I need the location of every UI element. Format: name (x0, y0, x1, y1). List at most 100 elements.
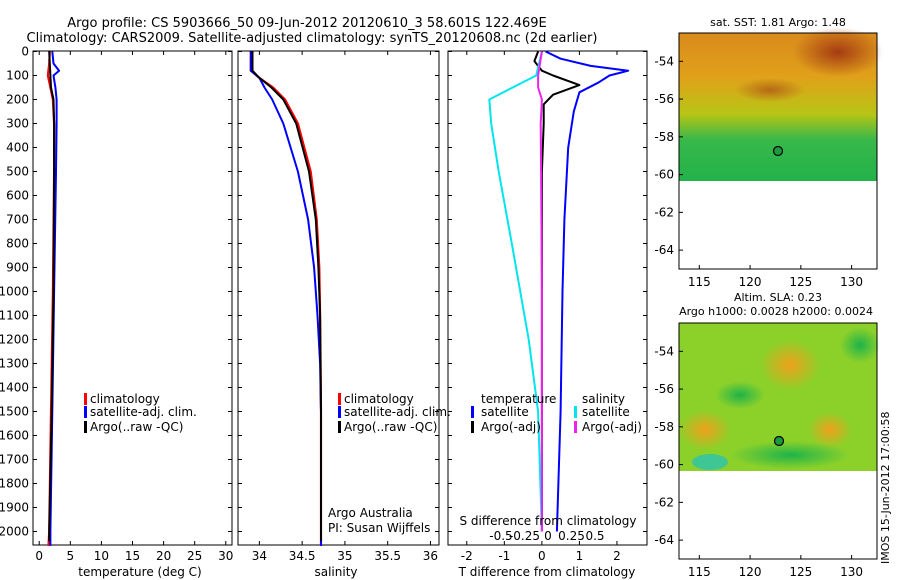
sla-map-ticks: 115 120 125 130 -54 -56 -58 -60 -62 -64 (654, 344, 863, 579)
legend-swatch-t-argo (471, 421, 474, 433)
salinity-plot-frame (237, 50, 440, 546)
y-tick-label: 2000 (0, 525, 29, 539)
sla-orange-patch-3 (808, 412, 852, 448)
difference-plot-frame (447, 50, 648, 546)
legend-swatch-argo (84, 421, 87, 433)
sla-green-patch-2 (715, 381, 765, 409)
map-y-tick-label: -60 (654, 168, 674, 182)
temperature-panel: 0100200300400500600700800900100011001200… (0, 45, 233, 580)
s-tick-label: 0 (544, 529, 552, 543)
x-tick-label: 1 (576, 549, 584, 563)
y-tick-label: 600 (6, 189, 29, 203)
salinity-axis-label: salinity (314, 565, 357, 579)
map-y-tick-label: -64 (654, 533, 674, 547)
map-y-tick-label: -54 (654, 54, 674, 68)
y-tick-label: 1900 (0, 501, 29, 515)
y-tick-label: 1600 (0, 429, 29, 443)
y-tick-label: 700 (6, 213, 29, 227)
series-line-satellite-adj--clim- (249, 51, 322, 546)
sla-orange-patch-1 (760, 340, 820, 390)
difference-panel: -2 -1 0 1 2 T difference from climatology S … (447, 50, 648, 579)
legend-title-temperature: temperature (481, 392, 556, 406)
temperature-axis-ticks: 0 5 10 15 20 25 30 (35, 51, 233, 563)
y-tick-label: 1000 (0, 285, 29, 299)
map-x-tick-label: 120 (739, 565, 762, 579)
legend-swatch-satellite (84, 406, 87, 418)
y-tick-label: 1200 (0, 333, 29, 347)
y-tick-label: 1100 (0, 309, 29, 323)
x-tick-label: 34.5 (289, 549, 316, 563)
s-difference-axis-ticks: -0.5-0.25 0 0.25 0.5 (489, 529, 604, 543)
legend-label-argo: Argo(..raw -QC) (90, 420, 183, 434)
s-tick-label: 0.5 (585, 529, 604, 543)
s-tick-label: 0.25 (558, 529, 585, 543)
x-tick-label: 35 (337, 549, 352, 563)
salinity-panel: 34 34.5 35 35.5 36 salinity climatology sate… (237, 50, 451, 579)
sla-map-panel: Altim. SLA: 0.23 Argo h1000: 0.0028 h200… (654, 291, 880, 579)
series-line-argo---raw--qc- (251, 51, 322, 542)
depth-axis-ticks: 0 100 200 300 400 500 600 700 800 900 1000 1100 1200… (0, 45, 232, 539)
imos-timestamp: IMOS 15-Jun-2012 17:00:58 (879, 411, 892, 564)
x-tick-label: 30 (218, 549, 233, 563)
y-tick-label: 900 (6, 261, 29, 275)
map-y-tick-label: -58 (654, 420, 674, 434)
sla-green-patch-1 (840, 327, 880, 363)
sla-map-title: Altim. SLA: 0.23 (734, 291, 822, 304)
y-tick-label: 0 (21, 45, 29, 59)
difference-depth-ticks (448, 51, 647, 532)
sst-warm-patch (735, 78, 805, 102)
legend-label-argo: Argo(..raw -QC) (344, 420, 437, 434)
legend-title-salinity: salinity (582, 392, 625, 406)
difference-legend: temperature salinity satellite Argo(-adj… (471, 392, 642, 434)
legend-swatch-s-argo (574, 421, 577, 433)
sst-warm-core (793, 27, 883, 77)
x-tick-label: 2 (613, 549, 621, 563)
series-line-argo---raw--qc- (48, 51, 56, 542)
y-tick-label: 1500 (0, 405, 29, 419)
y-tick-label: 200 (6, 93, 29, 107)
figure-title-line2: Climatology: CARS2009. Satellite-adjuste… (27, 31, 598, 46)
legend-swatch-argo (338, 421, 341, 433)
sla-argo-marker (773, 435, 785, 447)
map-x-tick-label: 115 (688, 565, 711, 579)
legend-swatch-s-satellite (574, 406, 577, 418)
y-tick-label: 1700 (0, 453, 29, 467)
annotation-pi: PI: Susan Wijffels (328, 521, 430, 535)
temperature-legend: climatology satellite-adj. clim. Argo(..… (84, 392, 197, 434)
series-line-argo--adj- (537, 51, 543, 532)
legend-label-climatology: climatology (344, 392, 414, 406)
y-tick-label: 1400 (0, 381, 29, 395)
sst-map-title: sat. SST: 1.81 Argo: 1.48 (710, 16, 846, 29)
sst-plot-frame (678, 32, 878, 270)
t-difference-axis-label: T difference from climatology (458, 565, 636, 579)
x-tick-label: 36 (423, 549, 438, 563)
x-tick-label: 34 (252, 549, 267, 563)
sla-map-subtitle: Argo h1000: 0.0028 h2000: 0.0024 (679, 305, 873, 318)
sst-argo-marker (772, 145, 784, 157)
series-line-climatology (249, 51, 323, 546)
map-y-tick-label: -62 (654, 495, 674, 509)
legend-label-t-argo: Argo(-adj) (481, 420, 541, 434)
x-tick-label: -2 (461, 549, 473, 563)
x-tick-label: 15 (125, 549, 140, 563)
map-x-tick-label: 115 (688, 275, 711, 289)
legend-swatch-t-satellite (471, 406, 474, 418)
salinity-series (249, 51, 323, 546)
x-tick-label: 5 (66, 549, 74, 563)
salinity-legend: climatology satellite-adj. clim. Argo(..… (338, 392, 451, 434)
x-tick-label: 25 (187, 549, 202, 563)
y-tick-label: 400 (6, 141, 29, 155)
map-x-tick-label: 130 (840, 275, 863, 289)
y-tick-label: 300 (6, 117, 29, 131)
x-tick-label: 20 (156, 549, 171, 563)
sst-map-ticks: 115 120 125 130 -54 -56 -58 -60 -62 -64 (654, 54, 863, 289)
sla-plot-frame (678, 322, 878, 560)
legend-label-s-satellite: satellite (582, 405, 630, 419)
y-tick-label: 800 (6, 237, 29, 251)
temperature-plot-frame (32, 50, 233, 546)
legend-swatch-climatology (338, 393, 341, 405)
x-tick-label: 0 (538, 549, 546, 563)
series-line-satellite (488, 51, 543, 532)
map-x-tick-label: 130 (840, 565, 863, 579)
legend-label-satellite: satellite-adj. clim. (90, 405, 197, 419)
